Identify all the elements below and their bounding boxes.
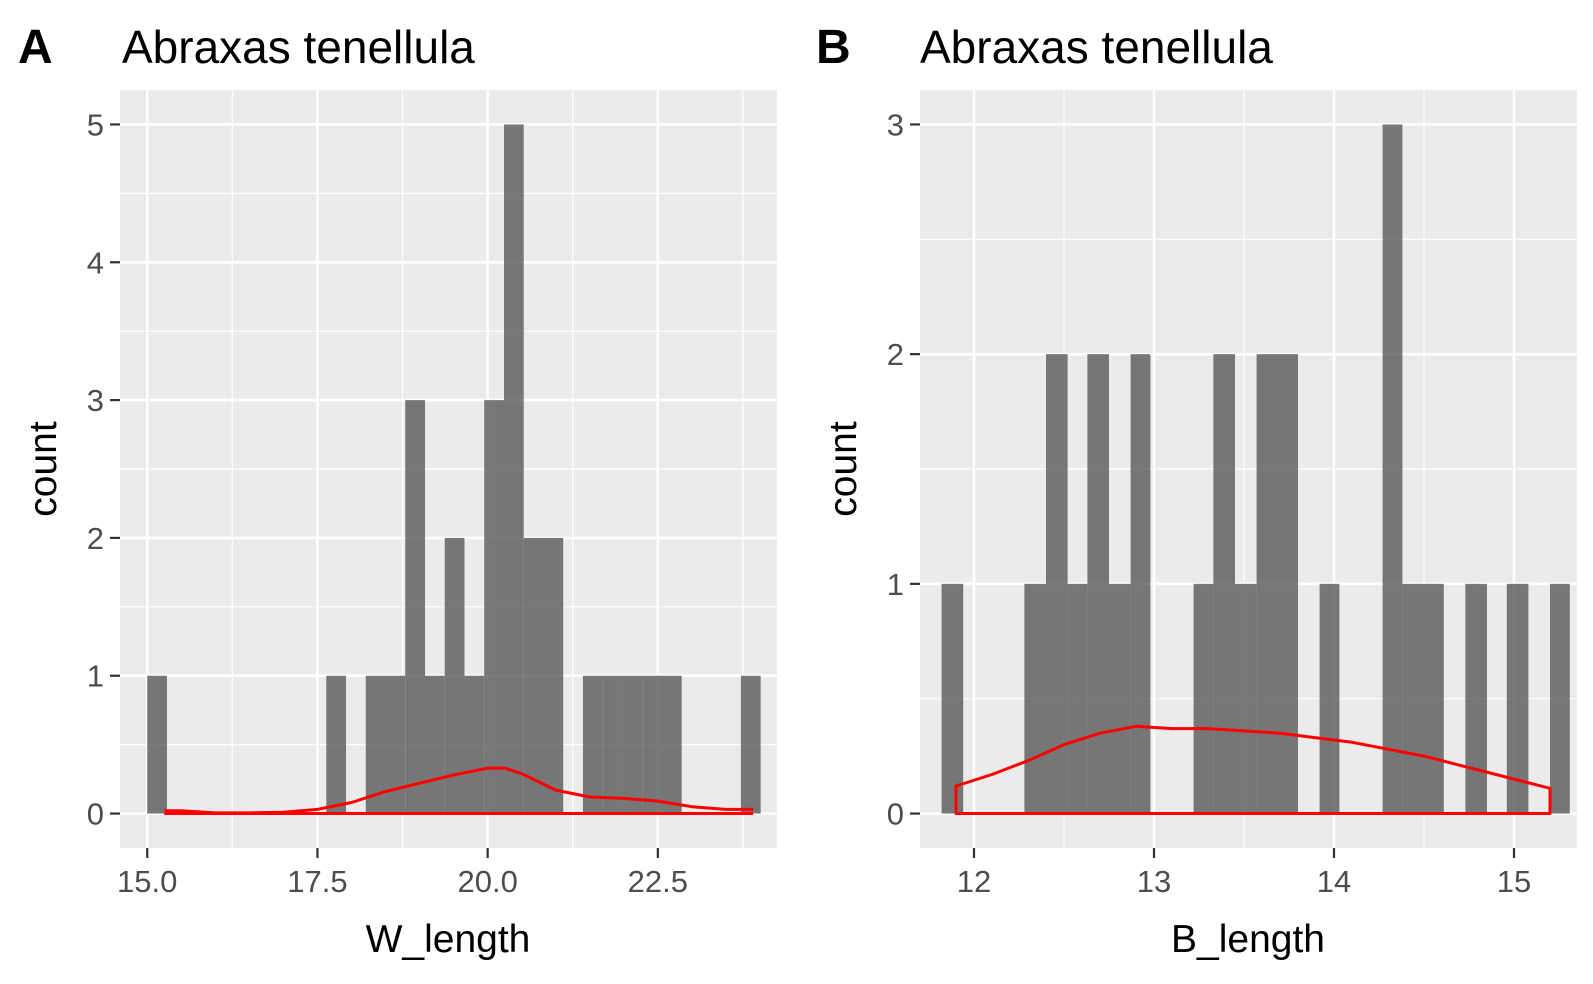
panel-b-y-tick-label: 0 <box>887 797 904 832</box>
panel-b-histogram-bar <box>1024 583 1046 814</box>
panel-a-y-tick-label: 5 <box>87 107 104 142</box>
panel-a-histogram-bar <box>326 675 347 814</box>
panel-a-y-tick-label: 4 <box>87 245 104 280</box>
panel-b-y-axis-title: count <box>822 421 865 517</box>
panel-b-title: Abraxas tenellula <box>920 21 1273 73</box>
panel-b-histogram-bar <box>1382 124 1403 814</box>
panel-a-x-tick-label: 22.5 <box>628 864 688 899</box>
panel-a-y-tick-label: 3 <box>87 383 104 418</box>
panel-b-y-tick-label: 3 <box>887 107 904 142</box>
panel-b-histogram-bar <box>941 583 964 814</box>
panel-b-tag: B <box>816 21 851 74</box>
panel-b-histogram-bar <box>1067 583 1088 814</box>
panel-a: A Abraxas tenellula 0 1 2 3 4 5 15.0 17.5 20.0 2… <box>18 21 777 961</box>
panel-a-histogram-bar <box>661 675 682 814</box>
panel-b-y-tick-label: 1 <box>887 567 904 602</box>
panel-b-histogram-bar <box>1319 583 1340 814</box>
panel-a-x-axis-title: W_length <box>366 918 531 961</box>
panel-a-density-line <box>164 766 754 815</box>
panel-b-histogram-bar <box>1046 354 1068 814</box>
panel-b-histogram-bar <box>1550 583 1570 814</box>
panel-b-x-tick-label: 12 <box>957 864 991 899</box>
panel-a-density-curve <box>164 766 754 816</box>
panel-b-x-axis-title: B_length <box>1171 918 1325 961</box>
panel-a-y-tick-label: 1 <box>87 659 104 694</box>
panel-b-density-curve <box>954 724 1552 815</box>
panel-a-y-tick-label: 2 <box>87 521 104 556</box>
panel-a-histogram-bar <box>464 675 485 814</box>
panel-b-histogram-bar <box>1402 583 1444 814</box>
panel-b-histogram-bar <box>1465 583 1487 814</box>
panel-a-histogram-bar <box>405 400 426 814</box>
panel-a-y-tick-label: 0 <box>87 797 104 832</box>
panel-b-x-tick-label: 14 <box>1317 864 1351 899</box>
panel-a-bars <box>147 124 761 814</box>
panel-a-histogram-bar <box>503 124 524 814</box>
panel-b-density-line <box>954 724 1552 815</box>
panel-b-x-tick-label: 13 <box>1137 864 1171 899</box>
panel-b-histogram-bar <box>1213 354 1235 814</box>
panel-a-histogram-bar <box>642 675 662 814</box>
panel-b-x-axis: 12 13 14 15 <box>957 848 1531 899</box>
panel-b-histogram-bar <box>1235 583 1257 814</box>
panel-a-histogram-bar <box>740 675 761 814</box>
panel-a-histogram-bar <box>385 675 406 814</box>
panel-a-histogram-bar <box>425 675 445 814</box>
panel-a-histogram-bar <box>484 400 504 814</box>
panel-a-x-tick-label: 17.5 <box>287 864 347 899</box>
panel-a-x-tick-label: 15.0 <box>117 864 177 899</box>
panel-b-histogram-bar <box>1109 583 1131 814</box>
panel-a-histogram-bar <box>147 675 167 814</box>
panel-a-y-axis: 0 1 2 3 4 5 <box>87 107 120 832</box>
panel-b-histogram-bar <box>1087 354 1109 814</box>
panel-a-histogram-bar <box>444 537 465 814</box>
panel-b-bars <box>941 124 1570 814</box>
panel-a-x-axis: 15.0 17.5 20.0 22.5 <box>117 848 688 899</box>
panel-a-histogram-bar <box>523 537 544 814</box>
panel-a-y-axis-title: count <box>22 421 65 517</box>
panel-b-histogram-bar <box>1506 583 1529 814</box>
panel-b-histogram-bar <box>1193 583 1214 814</box>
panel-b-y-tick-label: 2 <box>887 337 904 372</box>
panel-a-histogram-bar <box>582 675 603 814</box>
panel-b-x-tick-label: 15 <box>1497 864 1531 899</box>
panel-b-y-axis: 0 1 2 3 <box>887 107 920 832</box>
panel-a-title: Abraxas tenellula <box>122 21 475 73</box>
panel-a-histogram-bar <box>602 675 623 814</box>
panel-a-histogram-bar <box>622 675 643 814</box>
panel-a-histogram-bar <box>543 537 564 814</box>
panel-a-x-tick-label: 20.0 <box>457 864 517 899</box>
panel-b-histogram-bar <box>1130 354 1151 814</box>
panel-a-tag: A <box>18 21 53 74</box>
panel-b-histogram-bar <box>1256 354 1298 814</box>
panel-a-histogram-bar <box>365 675 386 814</box>
